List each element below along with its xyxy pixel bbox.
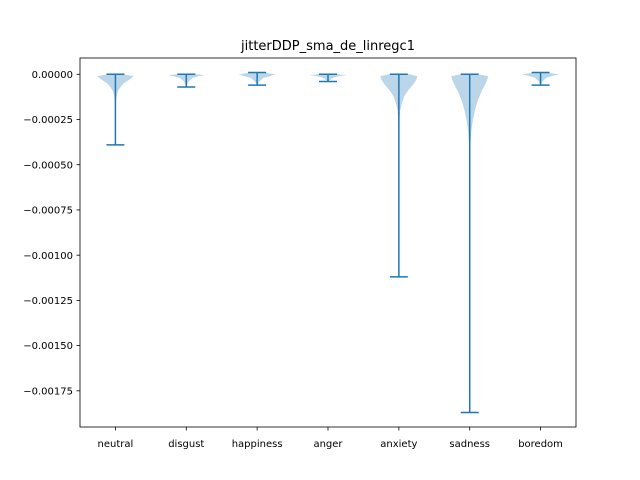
x-tick-label-anxiety: anxiety <box>380 439 417 450</box>
y-tick-label: 0.00000 <box>32 70 73 81</box>
axes-frame <box>79 57 577 428</box>
x-tick-label-happiness: happiness <box>232 439 283 450</box>
x-tick-label-anger: anger <box>313 439 343 450</box>
y-tick-label: −0.00125 <box>23 296 73 307</box>
x-tick-label-boredom: boredom <box>518 439 563 450</box>
x-tick-label-neutral: neutral <box>98 439 134 450</box>
x-tick-label-disgust: disgust <box>168 439 204 450</box>
x-tick-label-sadness: sadness <box>449 439 490 450</box>
plot-area <box>97 71 559 414</box>
y-tick-label: −0.00075 <box>23 206 73 217</box>
axes: 0.00000 −0.00025 −0.00050 −0.00075 −0.00100 −… <box>23 57 577 450</box>
chart-title: jitterDDP_sma_de_linregc1 <box>240 39 415 54</box>
y-tick-label: −0.00100 <box>23 251 73 262</box>
y-tick-label: −0.00025 <box>23 115 73 126</box>
y-tick-label: −0.00150 <box>23 341 73 352</box>
y-tick-label: −0.00175 <box>23 386 73 397</box>
y-tick-label: −0.00050 <box>23 160 73 171</box>
